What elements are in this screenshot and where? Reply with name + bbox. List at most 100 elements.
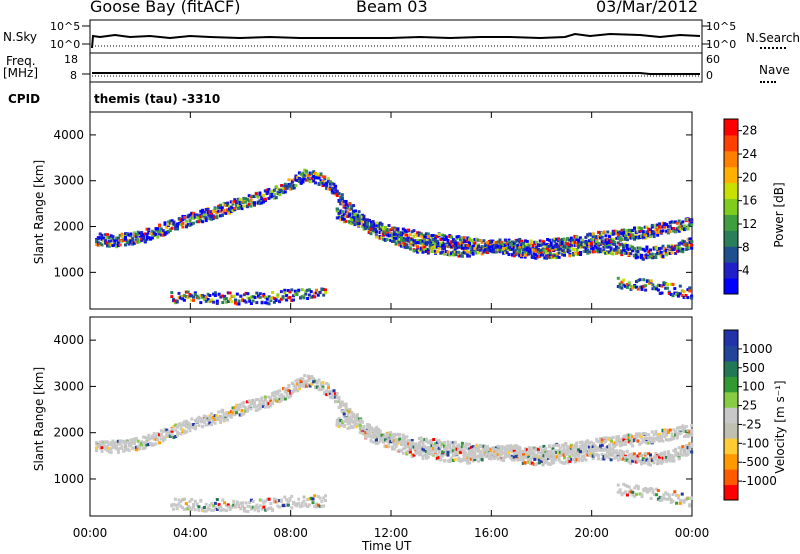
- echo-cell: [589, 242, 593, 246]
- nsearch-label: N.Search: [746, 31, 800, 45]
- echo-cell: [340, 409, 344, 413]
- echo-cell: [664, 497, 668, 501]
- echo-cell: [688, 446, 692, 450]
- echo-cell: [460, 445, 464, 449]
- echo-cell: [435, 249, 439, 253]
- echo-cell: [650, 254, 654, 258]
- echo-cell: [104, 441, 108, 445]
- echo-cell: [314, 379, 317, 383]
- echo-cell: [679, 425, 683, 429]
- echo-cell: [229, 200, 233, 204]
- echo-cell: [267, 295, 271, 299]
- echo-cell: [609, 232, 613, 236]
- echo-cell: [520, 458, 523, 462]
- echo-cell: [684, 447, 688, 451]
- echo-cell: [503, 455, 507, 459]
- echo-cell: [341, 422, 345, 426]
- echo-cell: [491, 447, 495, 451]
- echo-cell: [323, 183, 327, 187]
- echo-cell: [357, 223, 360, 227]
- echo-cell: [264, 508, 268, 512]
- echo-cell: [197, 296, 201, 300]
- echo-cell: [627, 228, 631, 232]
- echo-cell: [224, 417, 228, 421]
- echo-cell: [496, 444, 500, 448]
- echo-cell: [251, 398, 255, 402]
- echo-cell: [512, 458, 516, 462]
- echo-cell: [674, 251, 678, 255]
- echo-cell: [410, 237, 414, 241]
- echo-cell: [631, 435, 635, 439]
- echo-cell: [629, 461, 633, 465]
- echo-cell: [249, 302, 253, 305]
- echo-cell: [656, 462, 660, 466]
- echo-cell: [242, 509, 246, 513]
- echo-cell: [641, 457, 645, 461]
- echo-cell: [204, 417, 208, 421]
- echo-cell: [231, 202, 235, 206]
- echo-cell: [414, 444, 418, 448]
- echo-cell: [652, 230, 656, 234]
- echo-cell: [235, 292, 239, 296]
- echo-cell: [280, 184, 284, 187]
- echo-cell: [443, 450, 446, 454]
- echo-cell: [620, 437, 624, 441]
- echo-cell: [197, 505, 201, 509]
- echo-cell: [257, 506, 260, 509]
- echo-cell: [597, 446, 601, 450]
- echo-cell: [174, 227, 178, 231]
- echo-cell: [622, 491, 626, 495]
- echo-cell: [649, 232, 652, 236]
- echo-cell: [656, 228, 660, 232]
- echo-cell: [327, 179, 330, 183]
- echo-cell: [330, 189, 334, 193]
- echo-cell: [332, 185, 336, 189]
- echo-cell: [561, 249, 565, 253]
- echo-cell: [267, 507, 271, 510]
- echo-cell: [417, 453, 421, 457]
- echo-cell: [622, 231, 626, 235]
- echo-cell: [460, 241, 464, 245]
- echo-cell: [616, 250, 620, 254]
- echo-cell: [609, 436, 613, 440]
- echo-cell: [613, 456, 617, 460]
- echo-cell: [616, 276, 620, 280]
- echo-cell: [263, 396, 267, 399]
- echo-cell: [665, 223, 669, 227]
- echo-cell: [672, 449, 676, 453]
- echo-cell: [260, 398, 264, 402]
- echo-cell: [478, 453, 482, 457]
- echo-cell: [102, 236, 106, 240]
- echo-cell: [368, 423, 371, 427]
- echo-cell: [382, 440, 385, 444]
- echo-cell: [213, 506, 217, 510]
- echo-cell: [190, 425, 194, 429]
- echo-cell: [681, 250, 685, 254]
- echo-cell: [118, 442, 122, 445]
- echo-cell: [260, 195, 264, 199]
- echo-cell: [514, 455, 518, 458]
- echo-cell: [582, 455, 586, 459]
- echo-cell: [332, 182, 336, 186]
- echo-cell: [560, 238, 564, 241]
- echo-cell: [543, 452, 547, 456]
- echo-cell: [647, 489, 651, 493]
- echo-cell: [407, 228, 411, 232]
- echo-cell: [163, 437, 167, 441]
- echo-cell: [660, 496, 664, 500]
- echo-cell: [659, 453, 663, 457]
- echo-cell: [544, 245, 548, 249]
- echo-cell: [272, 394, 276, 398]
- echo-cell: [382, 237, 385, 241]
- echo-cell: [496, 453, 500, 457]
- echo-cell: [161, 230, 165, 234]
- echo-cell: [260, 403, 264, 407]
- echo-cell: [245, 197, 249, 201]
- echo-cell: [541, 457, 545, 461]
- echo-cell: [276, 295, 280, 298]
- echo-cell: [477, 446, 480, 450]
- echo-cell: [310, 172, 314, 176]
- echo-cell: [512, 254, 516, 258]
- echo-cell: [469, 453, 473, 457]
- echo-cell: [280, 398, 284, 402]
